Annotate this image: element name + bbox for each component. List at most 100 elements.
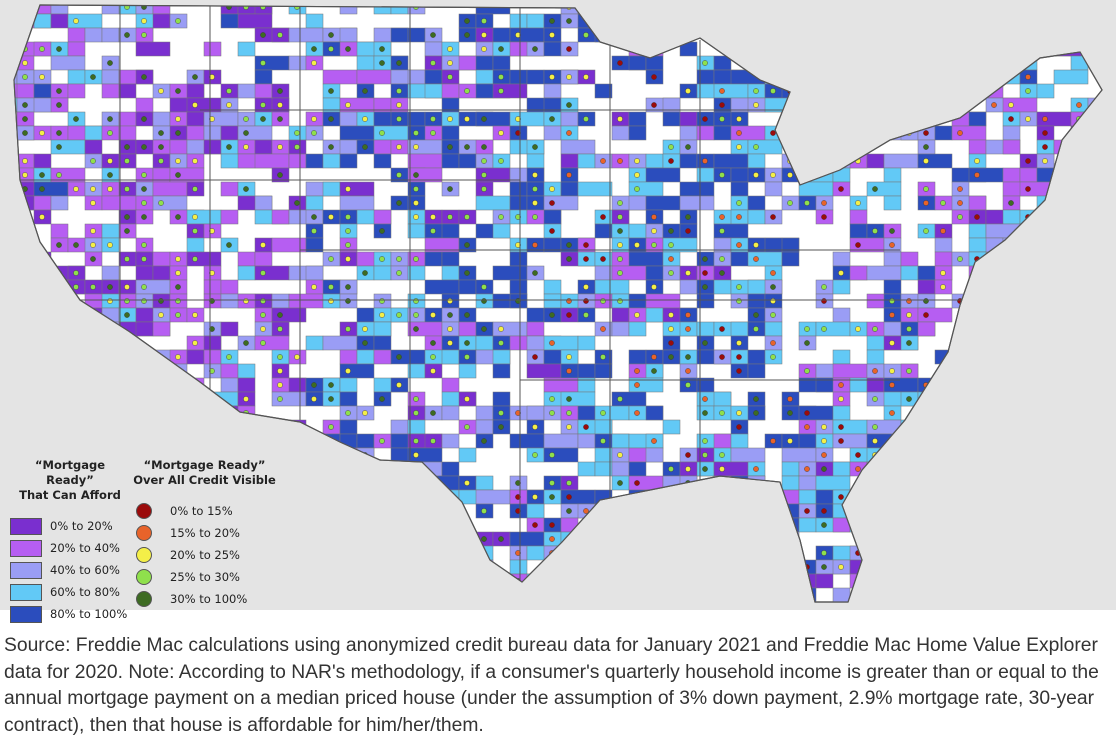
county-region [1019,489,1038,505]
county-dot [277,578,283,584]
county-region [679,517,698,533]
county-dot [923,18,929,24]
county-region [305,601,341,602]
county-dot [345,298,351,304]
county-region [441,601,460,602]
county-dot [328,466,334,472]
county-region [832,307,851,323]
county-region [271,307,307,323]
county-region [441,461,460,477]
county-region [237,41,256,57]
county-region [84,125,103,141]
county-region [1019,307,1038,323]
county-dot [821,102,827,108]
county-dot [872,564,878,570]
county-region [900,475,919,491]
legend-item: 30% to 100% [132,588,277,610]
county-dot [1042,298,1048,304]
county-region [407,321,443,337]
legend-afford: “Mortgage Ready” That Can Afford 0% to 2… [10,458,130,625]
county-region [832,279,851,295]
county-region [1105,42,1116,56]
county-dot [39,298,45,304]
county-region [288,587,307,602]
county-dot [39,214,45,220]
county-region [84,405,103,421]
county-dot [515,130,521,136]
county-dot [804,326,810,332]
county-dot [56,396,62,402]
county-dot [328,508,334,514]
county-region [492,391,511,407]
county-region [594,461,613,477]
county-dot [753,522,759,528]
county-dot [872,522,878,528]
county-dot [209,396,215,402]
county-dot [821,522,827,528]
county-region [1002,419,1021,435]
county-region [560,489,596,505]
county-dot [872,368,878,374]
county-dot [243,116,249,122]
county-region [951,489,970,505]
county-region [917,461,936,477]
county-dot [345,550,351,556]
county-region [679,13,715,29]
county-dot [1093,32,1099,38]
county-dot [22,172,28,178]
county-dot [855,466,861,472]
legend-title-line: “Mortgage Ready” [34,458,106,487]
county-region [645,517,664,533]
county-dot [753,242,759,248]
county-region [458,545,494,561]
county-dot [617,396,623,402]
county-dot [107,158,113,164]
county-dot [855,18,861,24]
county-dot [1093,396,1099,402]
county-dot [396,494,402,500]
county-region [815,5,834,15]
county-region [254,195,273,211]
county-region [339,195,375,211]
county-dot [107,396,113,402]
county-region [322,587,358,602]
county-region [424,587,460,602]
county-dot [804,410,810,416]
county-dot [838,396,844,402]
county-dot [464,396,470,402]
county-dot [498,578,504,584]
county-region [1105,56,1116,70]
county-region [645,153,664,169]
county-dot [821,424,827,430]
county-dot [464,32,470,38]
county-dot [345,452,351,458]
county-dot [260,5,266,10]
county-dot [243,340,249,346]
county-dot [73,452,79,458]
county-region [628,349,647,365]
county-region [832,27,851,43]
county-dot [634,578,640,584]
county-dot [889,102,895,108]
county-region [50,5,69,15]
county-region [1070,405,1102,421]
county-region [917,153,953,169]
county-dot [1076,410,1082,416]
county-dot [753,256,759,262]
county-region [798,13,834,29]
county-dot [1076,200,1082,206]
county-region [747,363,766,379]
county-region [407,447,443,463]
county-dot [498,340,504,346]
county-dot [5,228,10,233]
county-region [764,41,800,57]
county-dot [124,144,130,150]
county-region [628,195,647,211]
county-dot [651,242,657,248]
county-region [1036,5,1055,15]
county-region [866,41,885,57]
county-region [475,489,511,505]
county-dot [447,214,453,220]
county-dot [311,228,317,234]
county-dot [277,354,283,360]
